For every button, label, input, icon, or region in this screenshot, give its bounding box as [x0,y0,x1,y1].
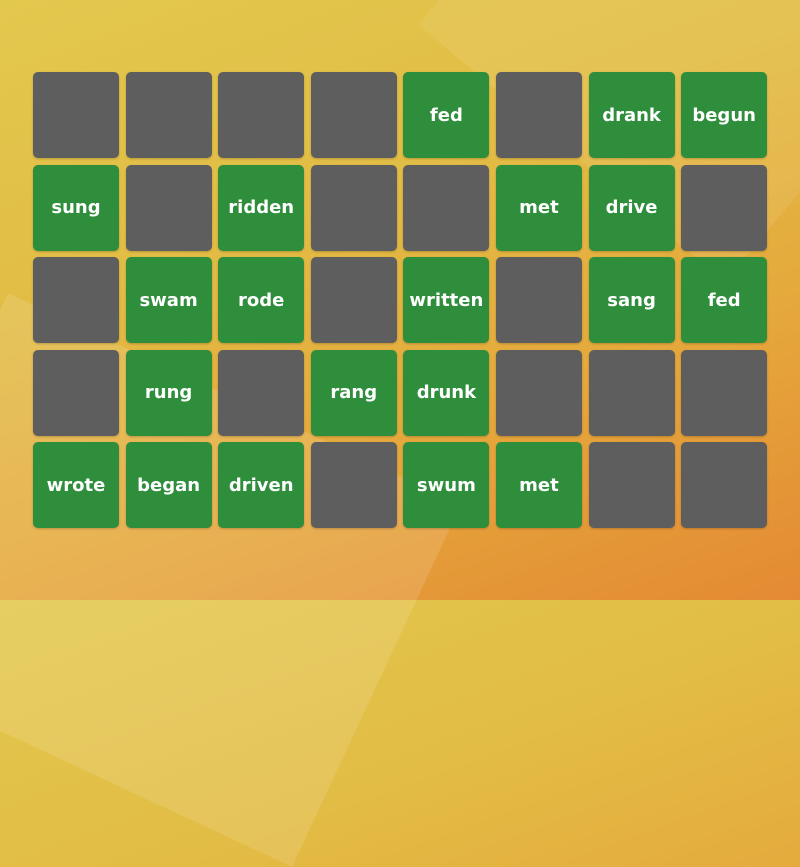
hidden-tile[interactable] [218,349,305,436]
hidden-tile[interactable] [125,72,212,158]
memory-grid: fed drank begun sung ridden met drive swam rode w… [33,72,768,528]
revealed-tile[interactable]: drank [588,72,675,158]
revealed-tile[interactable]: rung [125,349,212,436]
hidden-tile[interactable] [681,442,768,528]
hidden-tile[interactable] [33,349,119,436]
hidden-tile[interactable] [310,164,397,251]
hidden-tile[interactable] [310,72,397,158]
revealed-tile[interactable]: wrote [33,442,119,528]
hidden-tile[interactable] [588,349,675,436]
revealed-tile[interactable]: begun [681,72,768,158]
hidden-tile[interactable] [310,442,397,528]
revealed-tile[interactable]: ridden [218,164,305,251]
hidden-tile[interactable] [403,164,490,251]
hidden-tile[interactable] [218,72,305,158]
revealed-tile[interactable]: swum [403,442,490,528]
revealed-tile[interactable]: driven [218,442,305,528]
hidden-tile[interactable] [33,257,119,343]
revealed-tile[interactable]: swam [125,257,212,343]
revealed-tile[interactable]: sung [33,164,119,251]
revealed-tile[interactable]: fed [681,257,768,343]
revealed-tile[interactable]: rang [310,349,397,436]
revealed-tile[interactable]: met [495,164,582,251]
hidden-tile[interactable] [33,72,119,158]
hidden-tile[interactable] [310,257,397,343]
hidden-tile[interactable] [495,349,582,436]
revealed-tile[interactable]: sang [588,257,675,343]
hidden-tile[interactable] [681,164,768,251]
hidden-tile[interactable] [125,164,212,251]
revealed-tile[interactable]: fed [403,72,490,158]
revealed-tile[interactable]: drunk [403,349,490,436]
hidden-tile[interactable] [495,72,582,158]
revealed-tile[interactable]: drive [588,164,675,251]
revealed-tile[interactable]: met [495,442,582,528]
hidden-tile[interactable] [495,257,582,343]
hidden-tile[interactable] [588,442,675,528]
hidden-tile[interactable] [681,349,768,436]
revealed-tile[interactable]: began [125,442,212,528]
revealed-tile[interactable]: rode [218,257,305,343]
revealed-tile[interactable]: written [403,257,490,343]
